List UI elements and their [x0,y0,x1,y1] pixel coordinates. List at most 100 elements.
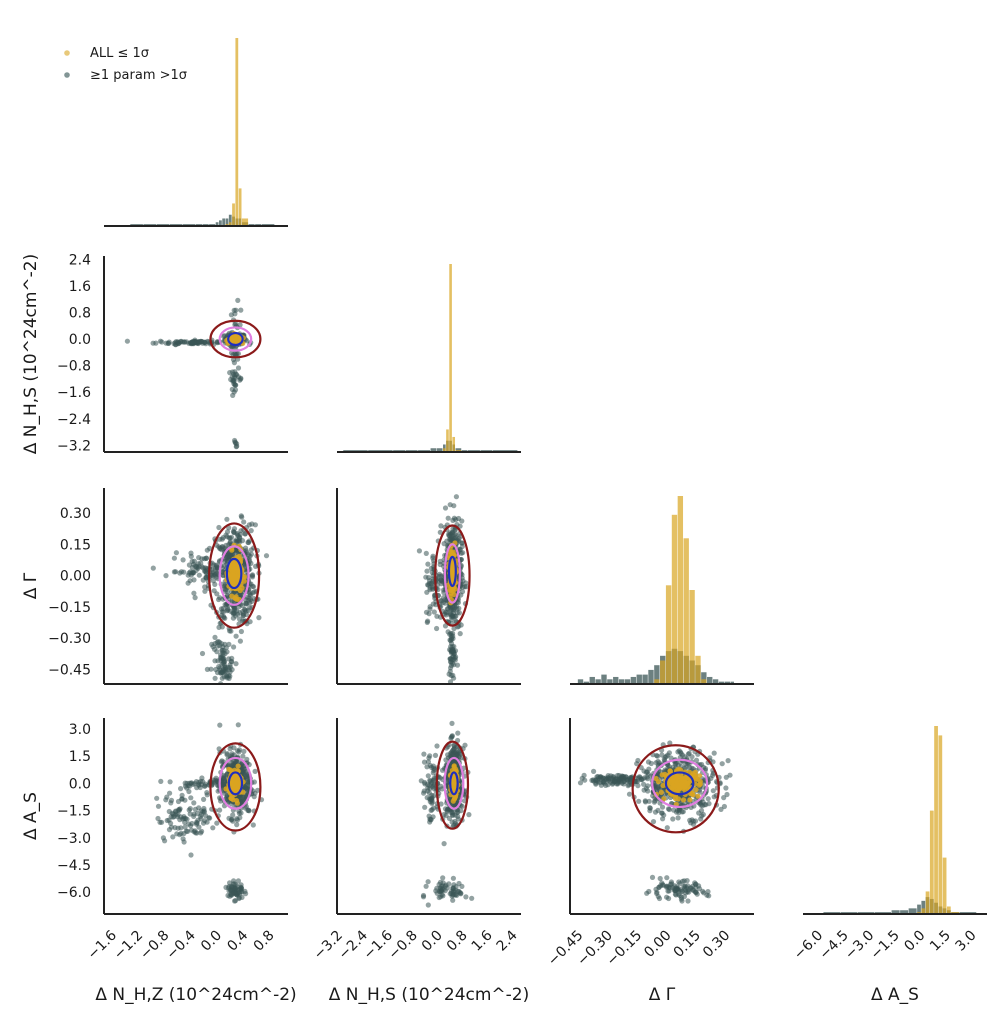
point-outlier [233,661,239,667]
y-tick-label: 3.0 [69,722,91,738]
hist-bar-outlier [701,672,707,684]
point-outlier [202,339,208,345]
point-outlier [180,836,186,842]
point-outlier [234,822,240,828]
x-tick-label: 0.4 [224,927,251,954]
hist-bar-within [228,222,232,226]
point-outlier [191,800,197,806]
point-within [682,780,688,786]
hist-bar-outlier [436,448,443,452]
point-outlier [191,558,197,564]
point-outlier [455,730,461,736]
point-outlier [665,752,671,758]
y-tick-label: 1.6 [69,279,91,295]
contour-2sigma [443,756,465,810]
point-outlier [251,779,257,785]
point-outlier [710,788,716,794]
hist-bar-outlier [724,681,731,684]
y-tick-label: −4.5 [57,858,91,874]
point-outlier [677,760,684,766]
point-within [660,782,666,789]
point-outlier [249,574,256,580]
point-outlier [661,812,667,818]
scatter-panel-as_vs_gamma: −0.45−0.30−0.150.000.150.30 [545,718,754,969]
point-outlier [459,589,466,595]
x-tick-label: −0.8 [137,928,172,963]
point-outlier [192,563,198,569]
y-tick-label: 1.5 [69,749,91,765]
point-outlier [182,824,188,830]
y-tick-label: −0.15 [48,600,91,616]
point-outlier [188,852,194,858]
point-outlier [223,645,229,651]
point-outlier [229,816,235,822]
point-outlier [190,781,196,788]
point-outlier [420,894,427,900]
point-within [661,796,667,802]
point-outlier [214,820,220,826]
point-outlier [685,898,691,904]
point-outlier [191,590,197,596]
hist-bar-outlier [583,681,590,684]
point-outlier [428,565,434,571]
x-tick-label: 0.00 [641,928,674,961]
hist-bar-outlier [921,900,926,914]
hist-bar-outlier [601,674,607,684]
point-outlier [449,720,455,727]
hist-bar-within [449,264,452,452]
point-outlier [612,778,618,784]
point-outlier [207,545,213,552]
hist-bar-outlier [891,910,900,914]
point-outlier [229,534,235,540]
point-outlier [212,634,218,641]
point-outlier [246,807,252,813]
point-within [229,336,235,342]
point-outlier [216,524,222,531]
point-outlier [212,675,218,681]
point-outlier [666,895,672,902]
hist-bar-outlier [648,669,654,684]
point-outlier [177,570,183,576]
point-outlier [229,884,235,890]
point-within [697,778,703,785]
hist-bar-within [683,538,689,684]
point-outlier [233,547,240,553]
point-outlier [210,644,216,650]
point-outlier [424,764,430,770]
point-outlier [434,613,440,619]
point-outlier [201,796,207,803]
point-outlier [155,803,162,809]
point-outlier [234,441,240,447]
hist-bar-outlier [712,679,719,684]
scatter-points [416,494,469,684]
point-outlier [686,750,692,757]
point-outlier [434,625,440,632]
y-tick-label: 0.30 [60,506,91,522]
point-outlier [700,888,706,895]
point-outlier [442,505,449,511]
point-outlier [725,758,731,764]
point-outlier [228,891,234,897]
y-tick-label: −1.6 [57,385,91,401]
point-outlier [157,819,163,825]
legend-label-within: ALL ≤ 1σ [90,46,149,61]
point-outlier [229,386,235,392]
point-outlier [721,795,727,801]
legend-marker-within [64,50,70,56]
point-outlier [240,613,246,619]
x-tick-label: 0.0 [198,928,225,955]
point-outlier [680,809,686,815]
point-outlier [180,557,186,563]
point-outlier [226,656,232,662]
point-outlier [448,662,454,669]
x-tick-label: −1.2 [111,928,146,963]
point-outlier [690,821,697,827]
panels: −6.0−4.5−3.0−1.50.01.53.0−3.2−2.4−1.6−0.… [48,38,987,969]
point-outlier [196,339,202,345]
point-outlier [173,550,179,556]
point-outlier [656,895,663,902]
point-outlier [243,600,249,606]
point-outlier [181,569,187,575]
point-outlier [191,811,197,817]
point-outlier [221,613,227,620]
